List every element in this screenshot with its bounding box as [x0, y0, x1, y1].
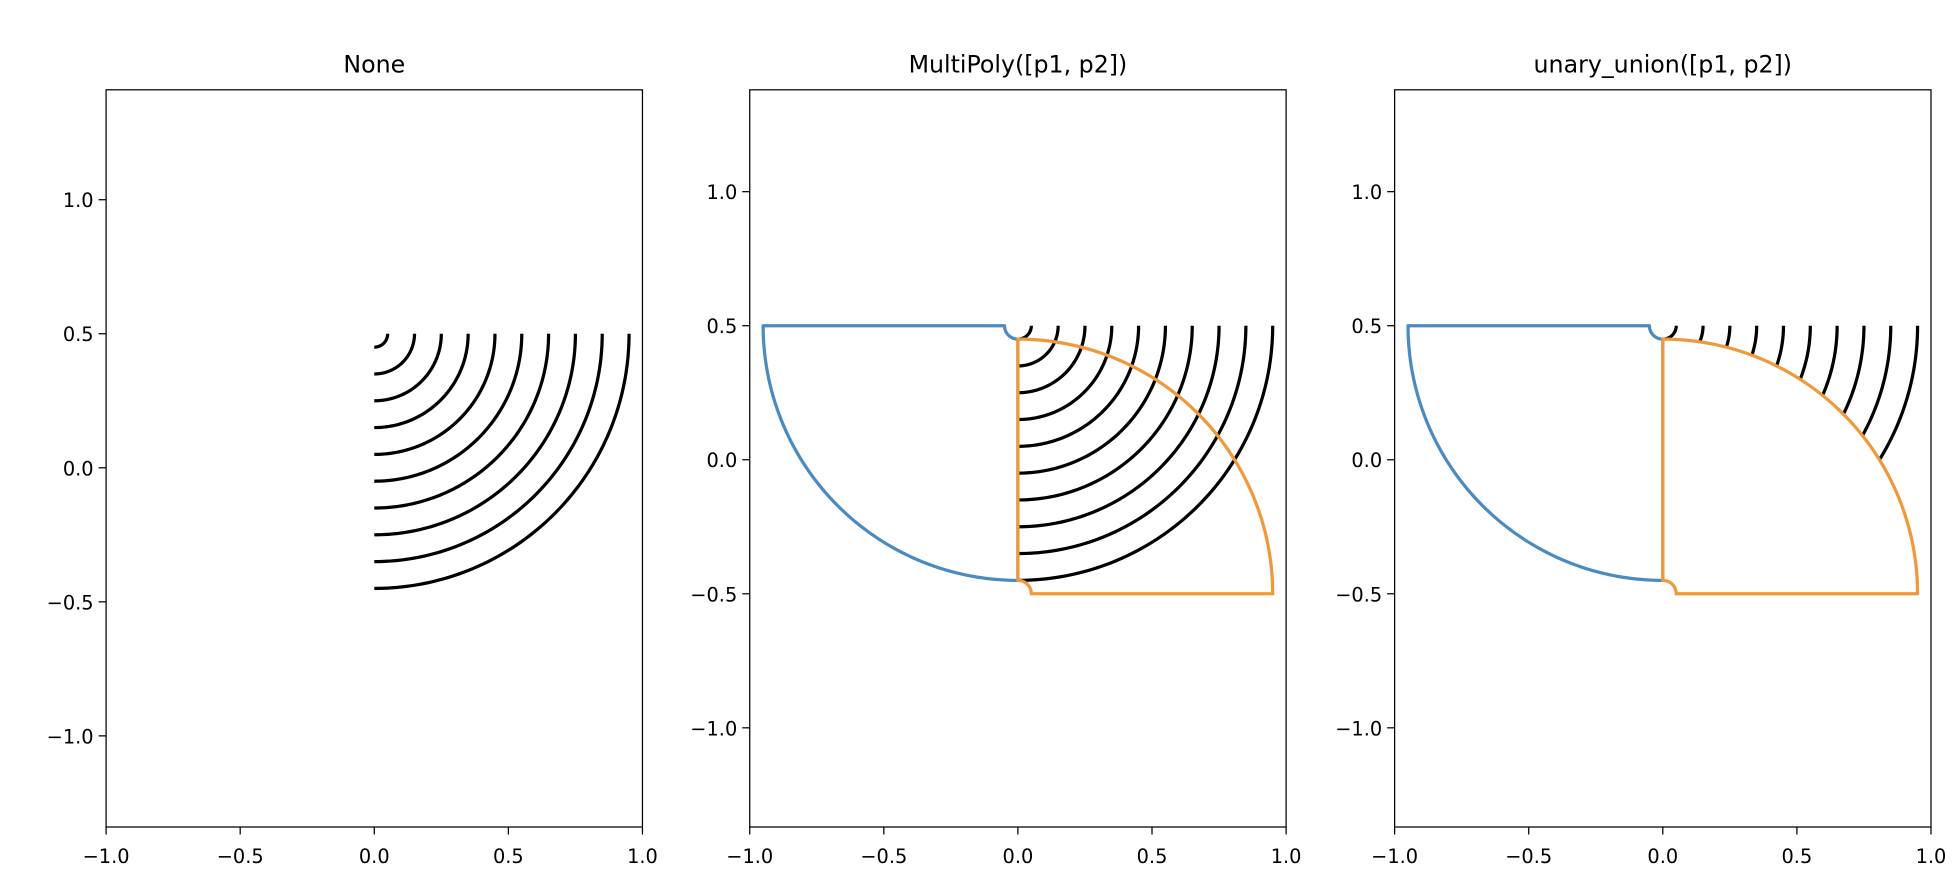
arc	[1662, 325, 1920, 582]
arc	[374, 333, 524, 483]
arc	[1017, 325, 1033, 341]
y-tick-label: 0.5	[707, 315, 738, 338]
x-tick-label: −1.0	[83, 845, 130, 868]
x-tick-label: 0.5	[493, 845, 524, 868]
y-tick-label: 1.0	[63, 189, 94, 212]
arc	[374, 333, 497, 457]
arc	[1017, 325, 1248, 556]
x-tick-label: −0.5	[1505, 845, 1552, 868]
y-tick-label: 0.5	[1351, 315, 1382, 338]
x-tick-label: 1.0	[1271, 845, 1302, 868]
plot-area	[761, 324, 1275, 596]
x-tick-label: 1.0	[1916, 845, 1947, 868]
plot-area	[1406, 324, 1920, 596]
x-tick-label: 1.0	[627, 845, 658, 868]
arc	[1017, 325, 1141, 448]
x-tick-label: 0.0	[359, 845, 390, 868]
y-tick-label: −0.5	[47, 591, 94, 614]
arc	[1017, 325, 1060, 368]
arc	[374, 333, 604, 564]
clipped-arcs	[1662, 325, 1920, 582]
y-tick-label: −1.0	[690, 717, 737, 740]
arc	[374, 333, 443, 403]
arc	[1017, 325, 1087, 395]
axes-frame	[105, 89, 644, 828]
arc	[374, 333, 417, 376]
x-tick-label: −1.0	[1371, 845, 1418, 868]
y-tick-label: 0.0	[63, 457, 94, 480]
x-tick-label: −0.5	[860, 845, 907, 868]
arc	[1662, 325, 1893, 556]
arc	[1017, 325, 1114, 422]
y-tick-label: 0.5	[63, 323, 94, 346]
arc	[1017, 325, 1168, 475]
y-tick-label: 0.0	[707, 449, 738, 472]
subplot-title: unary_union([p1, p2])	[1534, 50, 1793, 78]
y-tick-label: 1.0	[707, 181, 738, 204]
arc	[1662, 325, 1705, 368]
y-tick-label: −0.5	[1335, 583, 1382, 606]
arc	[374, 333, 578, 537]
arc	[1017, 325, 1275, 582]
arc	[1017, 325, 1194, 502]
y-tick-label: −0.5	[690, 583, 737, 606]
polygon	[1016, 337, 1275, 596]
arc	[374, 333, 390, 349]
y-tick-label: −1.0	[1335, 717, 1382, 740]
x-tick-label: −0.5	[217, 845, 264, 868]
x-tick-label: 0.5	[1137, 845, 1168, 868]
x-tick-label: −1.0	[726, 845, 773, 868]
subplot: MultiPoly([p1, p2]) −1.0 −0.5 0.0 0.5 1.0 −1.0…	[690, 50, 1301, 868]
polygon	[1406, 324, 1665, 582]
x-tick-label: 0.5	[1782, 845, 1813, 868]
subplot: None −1.0 −0.5 0.0 0.5 1.0 −1.0 −0.5 0.0 0.5 1.0	[47, 50, 658, 868]
arc	[1662, 325, 1678, 341]
plot-area	[374, 333, 631, 591]
polygon	[761, 324, 1020, 582]
y-tick-label: 0.0	[1351, 449, 1382, 472]
arc	[374, 333, 631, 591]
subplot-title: None	[343, 50, 405, 78]
x-tick-label: 0.0	[1003, 845, 1034, 868]
arc	[1662, 325, 1786, 448]
arc	[1662, 325, 1839, 502]
subplot: unary_union([p1, p2]) −1.0 −0.5 0.0 0.5 1.0 −1…	[1335, 50, 1946, 868]
arc	[374, 333, 470, 430]
arc	[1662, 325, 1812, 475]
x-tick-label: 0.0	[1647, 845, 1678, 868]
subplot-title: MultiPoly([p1, p2])	[909, 50, 1128, 78]
y-tick-label: 1.0	[1351, 181, 1382, 204]
y-tick-label: −1.0	[47, 725, 94, 748]
polygon	[1661, 337, 1920, 596]
arc	[374, 333, 551, 510]
arc	[1017, 325, 1221, 529]
